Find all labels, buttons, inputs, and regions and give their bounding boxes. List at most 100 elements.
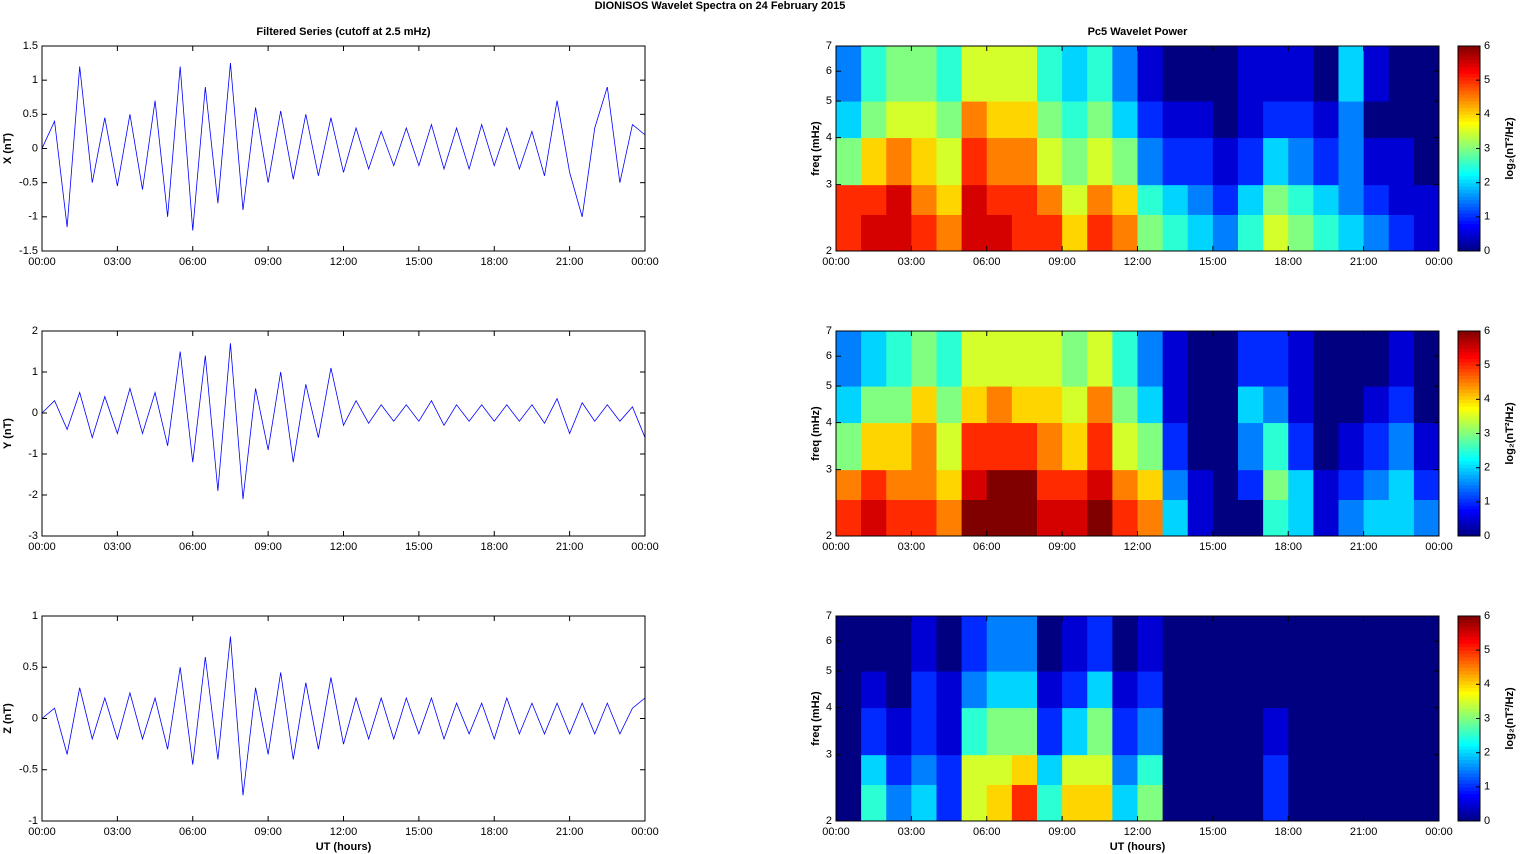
colorbar-step (1458, 495, 1480, 499)
heat-cell (1087, 616, 1113, 672)
heat-cell (1087, 214, 1113, 251)
x-tick-label: 21:00 (556, 541, 584, 553)
colorbar-step (1458, 650, 1480, 655)
heat-cell (1137, 184, 1164, 215)
heat-cell (1238, 671, 1264, 709)
heat-cell (911, 331, 937, 387)
heat-cell (1263, 331, 1289, 387)
heat-cell (1087, 386, 1113, 424)
x-tick-label: 03:00 (104, 256, 132, 268)
heat-cell (1011, 671, 1038, 709)
heat-cell (1238, 331, 1264, 387)
colorbar-step (1458, 701, 1480, 706)
colorbar-step (1458, 213, 1480, 218)
y-tick-label: 0.5 (23, 661, 38, 673)
heat-cell (1162, 499, 1189, 536)
heat-cell (1062, 499, 1088, 536)
colorbar-step (1458, 399, 1480, 404)
chart-title: Pc5 Wavelet Power (1088, 26, 1189, 38)
heat-cell (836, 707, 862, 756)
y-tick-label: 0 (32, 712, 38, 724)
heat-cell (1338, 707, 1365, 756)
x-tick-label: 15:00 (405, 256, 433, 268)
colorbar-step (1458, 512, 1480, 516)
heat-cell (1313, 469, 1339, 500)
x-tick-label: 09:00 (1048, 541, 1076, 553)
heat-cell (1338, 386, 1365, 424)
colorbar-step (1458, 361, 1480, 366)
x-tick-label: 06:00 (179, 256, 207, 268)
y-tick-label: 5 (826, 95, 832, 107)
heat-cell (1137, 331, 1164, 387)
colorbar-step (1458, 93, 1480, 98)
x-tick-label: 09:00 (1048, 256, 1076, 268)
colorbar-step (1458, 423, 1480, 428)
heat-cell (1338, 214, 1365, 251)
heat-cell (1313, 616, 1339, 672)
heat-cell (961, 671, 988, 709)
heat-cell (911, 137, 937, 186)
heat-cell (1388, 671, 1415, 709)
x-tick-label: 12:00 (1124, 826, 1152, 838)
heat-cell (1187, 137, 1214, 186)
heat-cell (836, 754, 862, 785)
colorbar-step (1458, 491, 1480, 496)
colorbar-step (1458, 382, 1480, 387)
colorbar-step (1458, 766, 1480, 771)
colorbar-label: log₂(nT²/Hz) (1504, 402, 1516, 465)
heat-cell (1187, 422, 1214, 471)
heat-cell (836, 499, 862, 536)
heat-cell (986, 386, 1013, 424)
heat-cell (1238, 499, 1264, 536)
x-tick-label: 00:00 (1425, 826, 1453, 838)
colorbar-step (1458, 447, 1480, 452)
colorbar-step (1458, 66, 1480, 71)
heat-cell (1363, 184, 1390, 215)
colorbar-step (1458, 660, 1480, 665)
heat-cell (1238, 137, 1264, 186)
heat-cell (836, 46, 862, 102)
heat-cell (1212, 469, 1239, 500)
colorbar-tick-label: 5 (1484, 359, 1490, 371)
colorbar-step (1458, 633, 1480, 637)
colorbar-step (1458, 426, 1480, 431)
colorbar-step (1458, 73, 1480, 78)
colorbar-step (1458, 677, 1480, 682)
colorbar-step (1458, 687, 1480, 692)
colorbar-step (1458, 385, 1480, 390)
heat-cell (1388, 707, 1415, 756)
heat-cell (1363, 784, 1390, 821)
x-tick-label: 03:00 (898, 826, 926, 838)
colorbar-step (1458, 477, 1480, 482)
colorbar-step (1458, 378, 1480, 383)
heat-cell (886, 671, 912, 709)
colorbar-step (1458, 110, 1480, 115)
colorbar-step (1458, 800, 1480, 805)
colorbar-step (1458, 629, 1480, 634)
heat-cell (1313, 784, 1339, 821)
colorbar-tick-label: 0 (1484, 245, 1490, 257)
colorbar-step (1458, 354, 1480, 359)
heat-cell (1238, 469, 1264, 500)
heat-cell (961, 46, 988, 102)
colorbar-step (1458, 56, 1480, 61)
heat-cell (836, 784, 862, 821)
heat-cell (886, 754, 912, 785)
plot-background (42, 331, 645, 536)
heat-cell (1363, 46, 1390, 102)
heat-cell (1338, 137, 1365, 186)
heat-cell (1388, 331, 1415, 387)
heat-cell (1011, 707, 1038, 756)
heat-cell (1413, 671, 1439, 709)
colorbar-step (1458, 704, 1480, 709)
heat-cell (1263, 499, 1289, 536)
heat-cell (836, 469, 862, 500)
heat-cell (1212, 331, 1239, 387)
colorbar-step (1458, 169, 1480, 173)
heat-cell (1112, 671, 1138, 709)
heat-cell (1062, 214, 1088, 251)
heat-cell (936, 616, 963, 672)
colorbar-step (1458, 694, 1480, 699)
colorbar-step (1458, 59, 1480, 64)
heat-cell (1112, 46, 1138, 102)
